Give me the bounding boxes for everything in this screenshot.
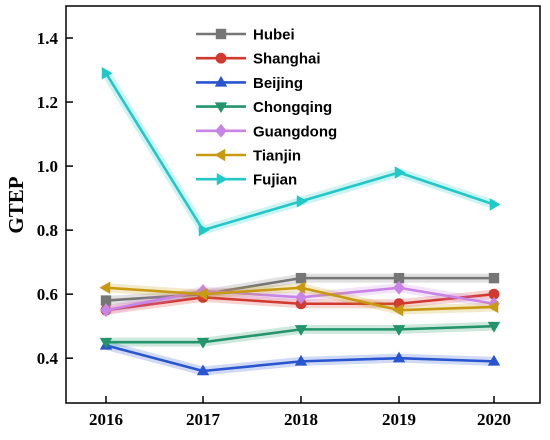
- legend-label: Fujian: [253, 172, 297, 189]
- legend-marker: [214, 75, 228, 87]
- y-axis-title: GTEP: [4, 176, 28, 233]
- data-point: [295, 290, 307, 305]
- x-tick-label: 2016: [89, 410, 123, 429]
- data-point: [99, 281, 111, 294]
- data-point: [392, 303, 404, 317]
- y-tick-label: 1.2: [37, 93, 58, 112]
- data-point: [394, 166, 406, 179]
- legend-marker: [215, 52, 227, 64]
- legend-label: Shanghai: [253, 51, 321, 68]
- legend-label: Beijing: [253, 75, 303, 92]
- data-point: [487, 354, 501, 366]
- data-point: [196, 364, 210, 376]
- legend-item-guangdong: Guangdong: [196, 123, 337, 140]
- plot-area: [65, 5, 541, 404]
- x-tick-label: 2018: [284, 410, 318, 429]
- data-point: [392, 325, 406, 336]
- y-axis: 0.4 0.6 0.8 1.0 1.2 1.4: [37, 29, 73, 368]
- legend-item-beijing: Beijing: [196, 75, 303, 92]
- data-point: [100, 303, 112, 318]
- data-point: [101, 67, 113, 80]
- y-tick-label: 0.4: [37, 349, 59, 368]
- data-point: [295, 272, 307, 284]
- series-chongqing: [99, 321, 501, 349]
- data-point: [196, 287, 208, 301]
- legend-label: Tianjin: [253, 148, 301, 165]
- series-beijing: [99, 338, 501, 376]
- series-layer: [99, 67, 501, 376]
- data-point: [196, 337, 210, 349]
- data-point: [392, 351, 406, 363]
- legend-label: Guangdong: [253, 123, 337, 140]
- y-tick-label: 0.6: [37, 285, 58, 304]
- series-fujian: [101, 67, 501, 237]
- legend-label: Hubei: [253, 27, 295, 44]
- series-tianjin: [99, 281, 499, 317]
- y-tick-label: 1.0: [37, 157, 58, 176]
- data-point: [198, 223, 210, 237]
- x-tick-label: 2019: [382, 410, 416, 429]
- x-tick-label: 2017: [186, 410, 221, 429]
- data-point: [487, 300, 499, 314]
- legend: Hubei Shanghai Beijing Chongqing Guangdong Ti…: [196, 27, 337, 189]
- x-axis: 2016 2017 2018 2019 2020: [89, 396, 511, 429]
- legend-marker: [214, 148, 226, 162]
- legend-item-hubei: Hubei: [196, 27, 295, 44]
- y-tick-label: 0.8: [37, 221, 58, 240]
- legend-item-fujian: Fujian: [196, 172, 297, 189]
- data-point: [489, 198, 501, 211]
- legend-item-chongqing: Chongqing: [196, 99, 332, 116]
- data-point: [487, 321, 501, 333]
- data-point: [294, 281, 306, 294]
- legend-marker: [216, 172, 228, 186]
- data-point: [99, 337, 113, 349]
- data-point: [393, 280, 405, 295]
- legend-marker: [214, 102, 228, 114]
- legend-marker: [215, 123, 227, 138]
- x-tick-label: 2020: [477, 410, 511, 429]
- legend-item-tianjin: Tianjin: [196, 148, 301, 165]
- legend-marker: [215, 28, 227, 40]
- y-tick-label: 1.4: [37, 29, 59, 48]
- legend-item-shanghai: Shanghai: [196, 51, 321, 68]
- data-point: [294, 325, 308, 336]
- legend-label: Chongqing: [253, 99, 332, 116]
- data-point: [296, 195, 308, 208]
- data-point: [488, 272, 500, 284]
- data-point: [294, 354, 308, 366]
